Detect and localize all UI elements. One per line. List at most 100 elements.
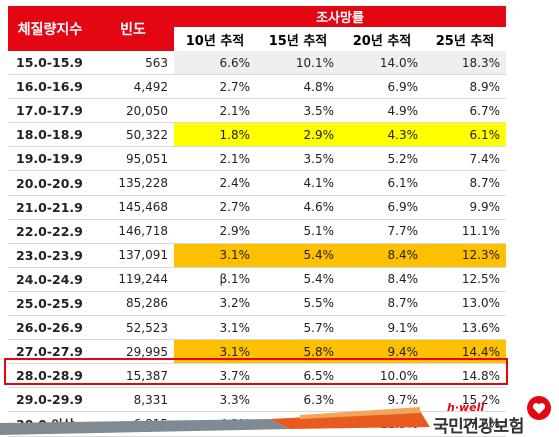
table-row: 18.0-18.9 50,322 1.8% 2.9% 4.3% 6.1% <box>8 122 507 148</box>
table-row: 22.0-22.9 146,718 2.9% 5.1% 7.7% 11.1% <box>8 219 507 244</box>
rate-25yr-cell: 13.6% <box>424 315 507 341</box>
rate-15yr-cell: 4.8% <box>256 74 340 100</box>
rate-20yr-cell: 4.9% <box>340 98 424 124</box>
table-row: 17.0-17.9 20,050 2.1% 3.5% 4.9% 6.7% <box>8 98 507 124</box>
rate-25yr-cell: 18.3% <box>424 51 507 76</box>
rate-25yr-cell: 6.1% <box>424 122 507 148</box>
header-15yr: 15년 추적 <box>256 27 340 51</box>
rate-25yr-cell: 11.1% <box>424 219 507 244</box>
header-25yr: 25년 추적 <box>424 27 507 51</box>
frequency-cell: 146,718 <box>92 219 174 244</box>
bmi-range-cell: 21.0-21.9 <box>8 195 92 220</box>
frequency-cell: 52,523 <box>92 315 174 341</box>
footer-decoration <box>0 407 430 435</box>
bmi-range-cell: 26.0-26.9 <box>8 315 92 341</box>
frequency-cell: 85,286 <box>92 291 174 317</box>
header-frequency: 빈도 <box>92 6 174 51</box>
bmi-mortality-table: 체질량지수 빈도 조사망률 10년 추적 15년 추적 20년 추적 25년 추… <box>8 6 507 437</box>
table-row: 16.0-16.9 4,492 2.7% 4.8% 6.9% 8.9% <box>8 74 507 100</box>
table-row: 23.0-23.9 137,091 3.1% 5.4% 8.4% 12.3% <box>8 243 507 268</box>
rate-15yr-cell: 6.3% <box>256 387 340 413</box>
rate-15yr-cell: 5.7% <box>256 315 340 341</box>
rate-10yr-cell: 1.8% <box>174 122 256 148</box>
rate-10yr-cell: β.1% <box>174 267 256 292</box>
frequency-cell: 137,091 <box>92 243 174 268</box>
rate-25yr-cell: 8.7% <box>424 170 507 196</box>
rate-25yr-cell: 13.0% <box>424 291 507 317</box>
rate-10yr-cell: 3.1% <box>174 315 256 341</box>
rate-15yr-cell: 3.5% <box>256 98 340 124</box>
heart-logo-icon <box>527 396 551 420</box>
frequency-cell: 29,995 <box>92 339 174 365</box>
rate-15yr-cell: 5.5% <box>256 291 340 317</box>
rate-25yr-cell: 15.2% <box>424 387 507 413</box>
frequency-cell: 95,051 <box>92 146 174 172</box>
frequency-cell: 563 <box>92 51 174 76</box>
rate-15yr-cell: 10.1% <box>256 51 340 76</box>
table-row: 29.0-29.9 8,331 3.3% 6.3% 9.7% 15.2% <box>8 387 507 413</box>
rate-20yr-cell: 6.1% <box>340 170 424 196</box>
frequency-cell: 4,492 <box>92 74 174 100</box>
rate-15yr-cell: 5.1% <box>256 219 340 244</box>
header-mortality-rate: 조사망률 <box>174 6 507 27</box>
rate-25yr-cell: 8.9% <box>424 74 507 100</box>
bmi-range-cell: 25.0-25.9 <box>8 291 92 317</box>
bmi-range-cell: 22.0-22.9 <box>8 219 92 244</box>
rate-20yr-cell: 6.9% <box>340 195 424 220</box>
header-bmi: 체질량지수 <box>8 6 92 51</box>
rate-15yr-cell: 3.5% <box>256 146 340 172</box>
rate-10yr-cell: 3.1% <box>174 243 256 268</box>
table-body: 15.0-15.9 563 6.6% 10.1% 14.0% 18.3% 16.0-16.9… <box>8 51 507 437</box>
nhis-logo-text: 국민건강보험 <box>433 417 524 437</box>
frequency-cell: 135,228 <box>92 170 174 196</box>
rate-25yr-cell: 12.5% <box>424 267 507 292</box>
table-row: 15.0-15.9 563 6.6% 10.1% 14.0% 18.3% <box>8 51 507 76</box>
rate-20yr-cell: 8.7% <box>340 291 424 317</box>
hwell-logo-text: h·well <box>447 401 485 414</box>
table-row: 21.0-21.9 145,468 2.7% 4.6% 6.9% 9.9% <box>8 195 507 220</box>
rate-25yr-cell: 12.3% <box>424 243 507 268</box>
rate-10yr-cell: 3.3% <box>174 387 256 413</box>
rate-20yr-cell: 4.3% <box>340 122 424 148</box>
table-row: 19.0-19.9 95,051 2.1% 3.5% 5.2% 7.4% <box>8 146 507 172</box>
rate-15yr-cell: 6.5% <box>256 363 340 389</box>
highlight-box-30-plus <box>4 358 508 385</box>
rate-25yr-cell: 7.4% <box>424 146 507 172</box>
rate-20yr-cell: 5.2% <box>340 146 424 172</box>
frequency-cell: 8,331 <box>92 387 174 413</box>
bmi-range-cell: 18.0-18.9 <box>8 122 92 148</box>
rate-15yr-cell: 2.9% <box>256 122 340 148</box>
bmi-range-cell: 29.0-29.9 <box>8 387 92 413</box>
table-row: 26.0-26.9 52,523 3.1% 5.7% 9.1% 13.6% <box>8 315 507 341</box>
rate-25yr-cell: 14.4% <box>424 339 507 365</box>
bmi-range-cell: 23.0-23.9 <box>8 243 92 268</box>
rate-10yr-cell: 6.6% <box>174 51 256 76</box>
table-row: 24.0-24.9 119,244 β.1% 5.4% 8.4% 12.5% <box>8 267 507 292</box>
rate-20yr-cell: 8.4% <box>340 243 424 268</box>
rate-15yr-cell: 5.4% <box>256 243 340 268</box>
bmi-range-cell: 27.0-27.9 <box>8 339 92 365</box>
rate-20yr-cell: 7.7% <box>340 219 424 244</box>
frequency-cell: 145,468 <box>92 195 174 220</box>
bmi-range-cell: 19.0-19.9 <box>8 146 92 172</box>
bmi-range-cell: 16.0-16.9 <box>8 74 92 100</box>
rate-15yr-cell: 4.1% <box>256 170 340 196</box>
rate-10yr-cell: 2.4% <box>174 170 256 196</box>
rate-10yr-cell: 3.2% <box>174 291 256 317</box>
table-row: 25.0-25.9 85,286 3.2% 5.5% 8.7% 13.0% <box>8 291 507 317</box>
frequency-cell: 50,322 <box>92 122 174 148</box>
rate-25yr-cell: 6.7% <box>424 98 507 124</box>
bmi-range-cell: 20.0-20.9 <box>8 170 92 196</box>
rate-10yr-cell: 2.9% <box>174 219 256 244</box>
mortality-table-container: 체질량지수 빈도 조사망률 10년 추적 15년 추적 20년 추적 25년 추… <box>8 6 507 437</box>
rate-10yr-cell: 2.7% <box>174 74 256 100</box>
rate-20yr-cell: 9.1% <box>340 315 424 341</box>
rate-15yr-cell: 4.6% <box>256 195 340 220</box>
rate-20yr-cell: 8.4% <box>340 267 424 292</box>
bmi-range-cell: 24.0-24.9 <box>8 267 92 292</box>
rate-25yr-cell: 9.9% <box>424 195 507 220</box>
frequency-cell: 20,050 <box>92 98 174 124</box>
rate-15yr-cell: 5.4% <box>256 267 340 292</box>
header-20yr: 20년 추적 <box>340 27 424 51</box>
bmi-range-cell: 15.0-15.9 <box>8 51 92 76</box>
